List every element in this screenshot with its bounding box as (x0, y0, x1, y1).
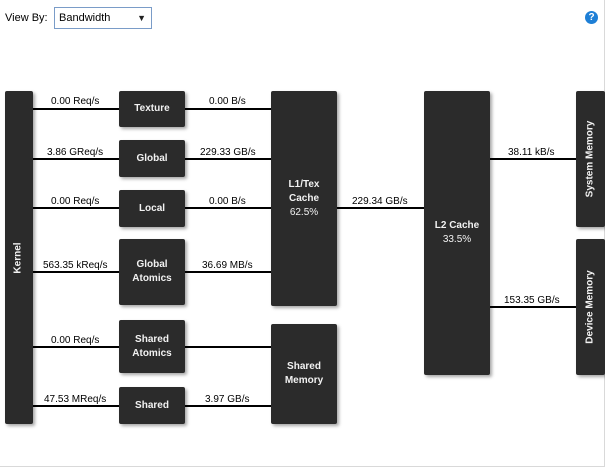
rate-kernel-texture: 0.00 Req/s (51, 96, 100, 107)
device-memory-label: Device Memory (584, 270, 596, 344)
global-atomics-label-line2: Atomics (132, 273, 172, 284)
kernel-node[interactable]: Kernel (5, 91, 33, 424)
shared-atomics-label-line1: Shared (135, 333, 169, 345)
kernel-label: Kernel (13, 241, 24, 274)
l1-tex-cache-node[interactable]: L1/Tex Cache 62.5% (271, 91, 337, 306)
rate-l2-device-memory: 153.35 GB/s (504, 295, 560, 306)
shared-label: Shared (135, 399, 169, 411)
link-global-atomics-l1 (185, 271, 271, 273)
system-memory-label: System Memory (584, 120, 596, 198)
link-kernel-global-atomics (33, 271, 119, 273)
link-l1-l2 (337, 207, 424, 209)
local-label: Local (138, 202, 166, 214)
view-by-select[interactable]: Bandwidth ▼ (54, 7, 152, 29)
l1-tex-cache-hit-rate: 62.5% (289, 206, 319, 218)
global-atomics-node[interactable]: Global Atomics (119, 239, 185, 305)
texture-node[interactable]: Texture (119, 91, 185, 127)
link-global-l1 (185, 158, 271, 160)
rate-global-atomics-l1: 36.69 MB/s (202, 260, 253, 271)
l2-cache-label: L2 Cache (434, 220, 480, 231)
chevron-down-icon: ▼ (137, 13, 146, 23)
link-kernel-texture (33, 108, 119, 110)
rate-kernel-global: 3.86 GReq/s (47, 147, 104, 158)
link-kernel-local (33, 207, 119, 209)
rate-l2-system-memory: 38.11 kB/s (508, 147, 555, 158)
l1-tex-cache-label-line1: L1/Tex (288, 178, 320, 190)
link-kernel-global (33, 158, 119, 160)
local-node[interactable]: Local (119, 190, 185, 227)
l1-tex-cache-label-line2: Cache (288, 192, 319, 204)
rate-kernel-local: 0.00 Req/s (51, 196, 100, 207)
link-texture-l1 (185, 108, 271, 110)
l2-cache-hit-rate: 33.5% (442, 234, 472, 245)
rate-l1-l2: 229.34 GB/s (352, 196, 408, 207)
rate-shared-shared-mem: 3.97 GB/s (205, 394, 250, 405)
shared-memory-label-line1: Shared (287, 361, 321, 372)
global-node[interactable]: Global (119, 140, 185, 177)
shared-node[interactable]: Shared (119, 387, 185, 424)
texture-label: Texture (134, 103, 170, 114)
device-memory-node[interactable]: Device Memory (576, 239, 605, 375)
link-shared-shared-mem (185, 405, 271, 407)
l2-cache-node[interactable]: L2 Cache 33.5% (424, 91, 490, 375)
link-kernel-shared (33, 405, 119, 407)
system-memory-node[interactable]: System Memory (576, 91, 605, 227)
rate-kernel-global-atomics: 563.35 kReq/s (43, 260, 108, 271)
shared-memory-label-line2: Memory (284, 375, 324, 386)
link-l2-device-memory (490, 306, 576, 308)
global-atomics-label-line1: Global (136, 259, 168, 270)
view-by-value: Bandwidth (59, 12, 111, 24)
shared-memory-node[interactable]: Shared Memory (271, 324, 337, 424)
view-by-label: View By: (5, 12, 48, 24)
rate-local-l1: 0.00 B/s (209, 196, 246, 207)
global-label: Global (136, 152, 168, 164)
rate-kernel-shared-atomics: 0.00 Req/s (51, 335, 100, 346)
link-kernel-shared-atomics (33, 346, 119, 348)
rate-kernel-shared: 47.53 MReq/s (44, 394, 107, 405)
link-local-l1 (185, 207, 271, 209)
link-l2-system-memory (490, 158, 576, 160)
rate-global-l1: 229.33 GB/s (200, 147, 256, 158)
rate-texture-l1: 0.00 B/s (209, 96, 246, 107)
shared-atomics-label-line2: Atomics (132, 347, 172, 359)
link-shared-atomics-shared-mem (185, 346, 271, 348)
shared-atomics-node[interactable]: Shared Atomics (119, 320, 185, 373)
help-icon[interactable]: ? (585, 11, 598, 24)
